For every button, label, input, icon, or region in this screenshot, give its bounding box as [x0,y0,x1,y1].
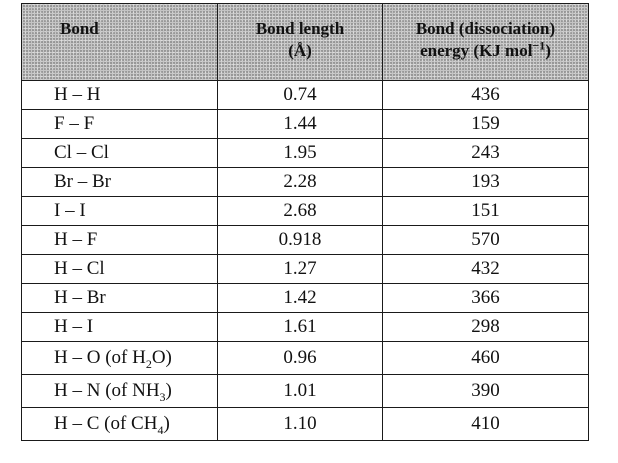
bond-energy-cell: 366 [382,283,589,313]
table-body: H – H 0.74 436 F – F 1.44 159 Cl – Cl 1.… [21,80,589,441]
bond-length-cell: 1.44 [217,109,383,139]
header-bond-energy-unit: energy (KJ mol−1) [420,38,551,60]
table-row: H – O (of H2O) 0.96 460 [21,341,589,375]
bond-energy-cell: 436 [382,80,589,110]
bond-energy-cell: 243 [382,138,589,168]
header-row: Bond Bond length (Å) Bond (dissociation)… [21,3,589,81]
table-header: Bond Bond length (Å) Bond (dissociation)… [21,3,589,81]
table-row: Br – Br 2.28 193 [21,167,589,197]
bond-length-cell: 2.28 [217,167,383,197]
bond-cell: H – F [21,225,218,255]
bond-energy-cell: 193 [382,167,589,197]
bond-cell: H – Cl [21,254,218,284]
bond-length-cell: 0.918 [217,225,383,255]
table-row: H – Cl 1.27 432 [21,254,589,284]
bond-cell: H – I [21,312,218,342]
header-bond-length-label: Bond length [255,19,345,38]
table-row: I – I 2.68 151 [21,196,589,226]
bond-length-cell: 1.95 [217,138,383,168]
table-row: H – N (of NH3) 1.01 390 [21,374,589,408]
bond-energy-cell: 159 [382,109,589,139]
bond-energy-cell: 410 [382,407,589,441]
header-bond-label: Bond [60,19,99,38]
bond-energy-cell: 390 [382,374,589,408]
table-row: H – F 0.918 570 [21,225,589,255]
bond-cell: Br – Br [21,167,218,197]
table-row: H – I 1.61 298 [21,312,589,342]
bond-length-cell: 2.68 [217,196,383,226]
bond-cell: H – O (of H2O) [21,341,218,375]
bond-cell: I – I [21,196,218,226]
table-row: Cl – Cl 1.95 243 [21,138,589,168]
bond-length-cell: 1.10 [217,407,383,441]
bond-cell: H – N (of NH3) [21,374,218,408]
header-bond-length: Bond length (Å) [217,3,383,81]
bond-energy-cell: 460 [382,341,589,375]
bond-energy-cell: 298 [382,312,589,342]
header-bond-energy: Bond (dissociation) energy (KJ mol−1) [382,3,589,81]
bond-energy-cell: 432 [382,254,589,284]
bond-energy-cell: 151 [382,196,589,226]
bond-energy-cell: 570 [382,225,589,255]
bond-length-cell: 1.01 [217,374,383,408]
bond-length-cell: 1.27 [217,254,383,284]
bond-cell: F – F [21,109,218,139]
header-bond-energy-label: Bond (dissociation) [415,19,556,38]
header-bond: Bond [21,3,218,81]
bond-length-cell: 0.96 [217,341,383,375]
table-row: H – H 0.74 436 [21,80,589,110]
bond-length-cell: 1.42 [217,283,383,313]
bond-data-table: Bond Bond length (Å) Bond (dissociation)… [21,3,589,441]
table-row: F – F 1.44 159 [21,109,589,139]
bond-cell: H – Br [21,283,218,313]
table-row: H – C (of CH4) 1.10 410 [21,407,589,441]
table-row: H – Br 1.42 366 [21,283,589,313]
header-bond-length-unit: (Å) [288,41,312,60]
bond-length-cell: 0.74 [217,80,383,110]
bond-cell: H – H [21,80,218,110]
bond-length-cell: 1.61 [217,312,383,342]
bond-cell: Cl – Cl [21,138,218,168]
bond-cell: H – C (of CH4) [21,407,218,441]
